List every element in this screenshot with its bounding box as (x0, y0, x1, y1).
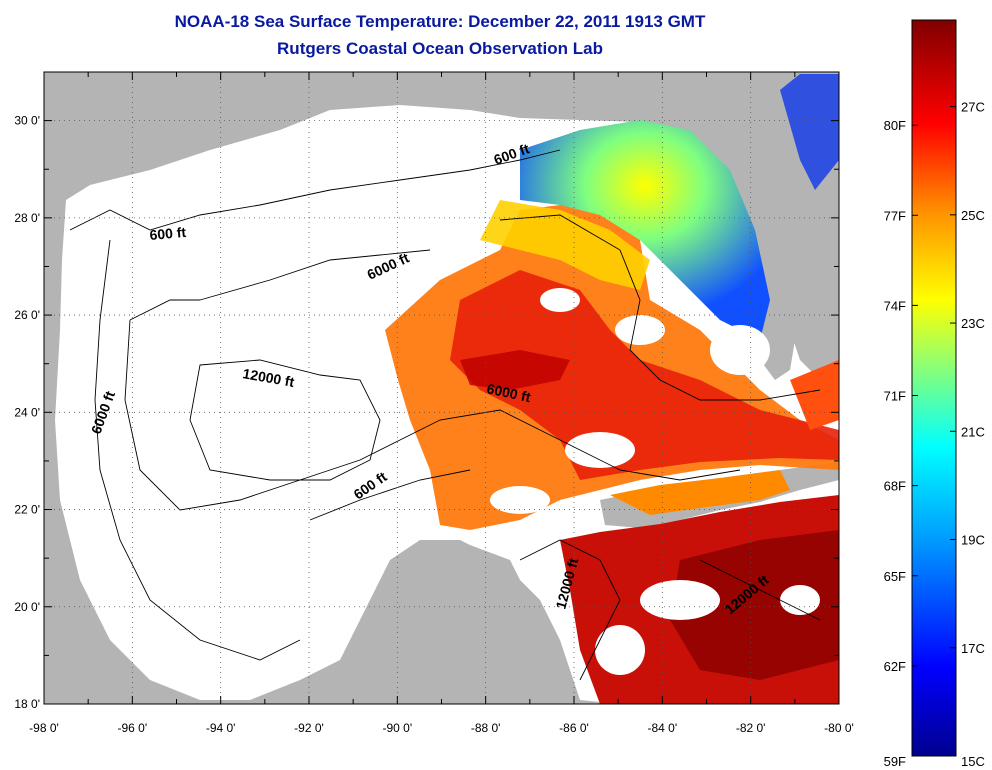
y-axis: 18 0' 20 0' 22 0' 24 0' 26 0' 28 0' 30 0' (14, 71, 839, 711)
colorbar-min-f: 59F (884, 754, 906, 769)
map-subtitle: Rutgers Coastal Ocean Observation Lab (277, 39, 603, 58)
sst-florida-east (780, 74, 839, 190)
colorbar (911, 19, 957, 757)
map-title: NOAA-18 Sea Surface Temperature: Decembe… (174, 12, 706, 31)
sst-hot-core (450, 270, 839, 480)
grid (44, 72, 839, 704)
x-axis: -98 0' -96 0' -94 0' -92 0' -90 0' -88 0' -86 … (29, 72, 854, 735)
x-tick-label: -92 0' (294, 721, 324, 735)
y-tick-label: 18 0' (14, 697, 40, 711)
y-tick-label: 26 0' (14, 308, 40, 322)
x-tick-label: -94 0' (206, 721, 236, 735)
y-tick-label: 20 0' (14, 600, 40, 614)
depth-contours (69, 149, 821, 681)
y-tick-label: 24 0' (14, 405, 40, 419)
x-tick-label: -90 0' (383, 721, 413, 735)
sst-cuba-north (610, 470, 790, 515)
x-tick-label: -96 0' (118, 721, 148, 735)
map-content (55, 72, 839, 704)
x-tick-label: -80 0' (824, 721, 854, 735)
colorbar-c-label: 23C (961, 316, 985, 331)
sst-shelf-cool (520, 120, 770, 340)
colorbar-min-c: 15C (961, 754, 985, 769)
y-tick-label: 30 0' (14, 114, 40, 128)
contour-label: 600 ft (149, 224, 187, 243)
y-tick-label: 22 0' (14, 503, 40, 517)
x-tick-label: -86 0' (559, 721, 589, 735)
x-tick-label: -88 0' (471, 721, 501, 735)
colorbar-f-label: 74F (884, 298, 906, 313)
y-tick-label: 28 0' (14, 211, 40, 225)
colorbar-f-label: 80F (884, 118, 906, 133)
x-tick-label: -98 0' (29, 721, 59, 735)
colorbar-c-label: 17C (961, 641, 985, 656)
colorbar-f-label: 68F (884, 479, 906, 494)
colorbar-c-label: 21C (961, 424, 985, 439)
colorbar-f-label: 65F (884, 569, 906, 584)
colorbar-c-label: 27C (961, 100, 985, 115)
yucatan-land (380, 545, 540, 704)
colorbar-f-label: 62F (884, 659, 906, 674)
sst-caribbean-dark (670, 530, 839, 680)
colorbar-f-label: 71F (884, 389, 906, 404)
cloud-gaps (490, 288, 820, 675)
colorbar-f-label: 77F (884, 208, 906, 223)
sst-florida-keys (790, 360, 839, 430)
sst-yellow-band (480, 200, 650, 290)
x-tick-label: -84 0' (648, 721, 678, 735)
sst-dark-front (460, 350, 570, 390)
colorbar-ticks: 80F 77F 74F 71F 68F 65F 62F 27C 25C 23C 21C 19C 17C 5… (884, 100, 985, 769)
colorbar-c-label: 19C (961, 533, 985, 548)
colorbar-c-label: 25C (961, 208, 985, 223)
x-tick-label: -82 0' (736, 721, 766, 735)
